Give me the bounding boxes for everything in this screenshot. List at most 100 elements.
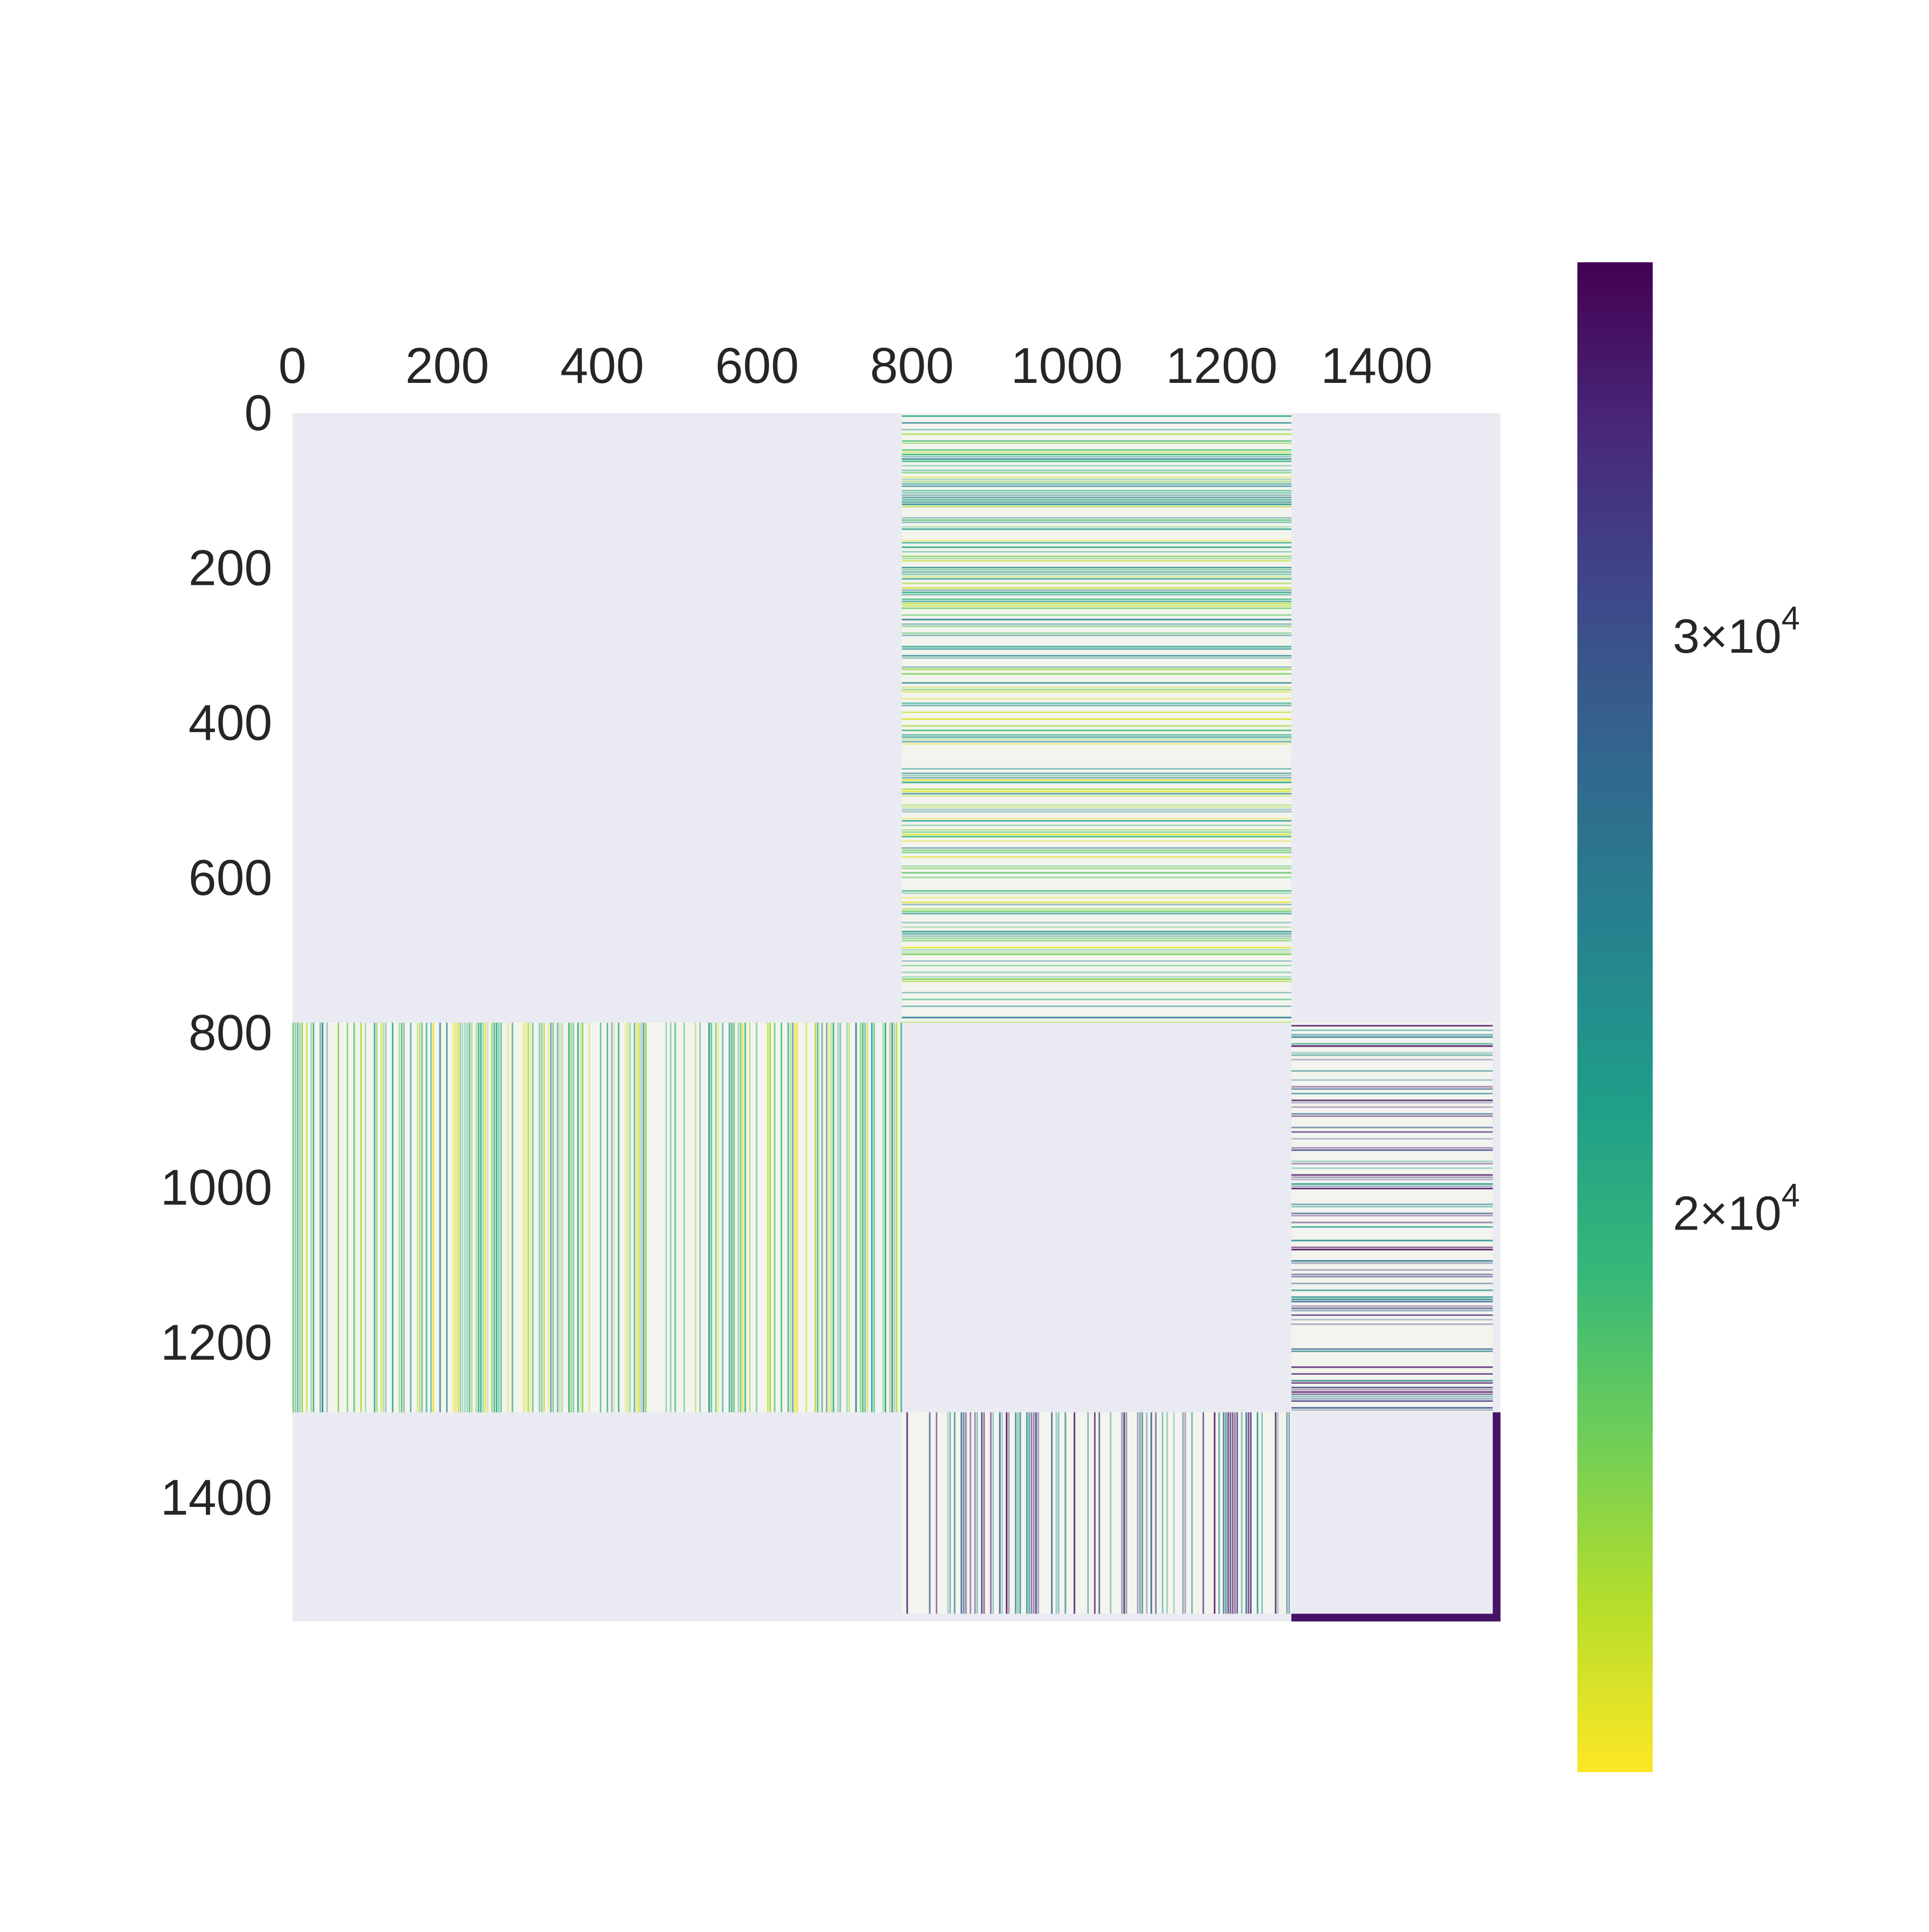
block-col-stripe: [527, 1023, 529, 1412]
block-col-stripe: [511, 1023, 513, 1412]
block-row-stripe: [902, 867, 1292, 869]
block-row-stripe: [1291, 1309, 1493, 1311]
block-col-stripe: [383, 1023, 385, 1412]
x-tick-label: 1200: [1166, 338, 1277, 394]
block-col-stripe: [294, 1023, 296, 1412]
block-row-stripe: [902, 619, 1292, 621]
y-tick-label: 800: [188, 1004, 272, 1061]
block-col-stripe: [949, 1412, 951, 1614]
block-col-stripe: [1227, 1412, 1229, 1614]
block-row-stripe: [902, 947, 1292, 949]
block-col-stripe: [756, 1023, 758, 1412]
heatmap-block-0: [902, 413, 1292, 1023]
block-row-stripe: [902, 576, 1292, 578]
block-row-stripe: [902, 522, 1292, 524]
heatmap-block-1: [292, 1023, 902, 1412]
block-col-stripe: [457, 1023, 459, 1412]
block-row-stripe: [1291, 1289, 1493, 1291]
block-col-stripe: [462, 1023, 464, 1412]
block-col-stripe: [380, 1023, 382, 1412]
block-col-stripe: [319, 1023, 322, 1412]
block-col-stripe: [715, 1023, 717, 1412]
block-row-stripe: [902, 551, 1292, 553]
block-row-stripe: [902, 831, 1292, 833]
block-row-stripe: [1291, 1131, 1493, 1133]
block-row-stripe: [1291, 1147, 1493, 1149]
block-col-stripe: [507, 1023, 509, 1412]
block-row-stripe: [1291, 1163, 1493, 1165]
block-col-stripe: [826, 1023, 828, 1412]
block-col-stripe: [1139, 1412, 1141, 1614]
block-row-stripe: [902, 949, 1292, 951]
block-row-stripe: [902, 442, 1292, 444]
block-row-stripe: [902, 698, 1292, 700]
x-tick-label: 600: [715, 338, 799, 394]
block-col-stripe: [1055, 1412, 1057, 1614]
block-row-stripe: [902, 718, 1292, 720]
block-row-stripe: [902, 965, 1292, 967]
block-col-stripe: [699, 1023, 701, 1412]
block-col-stripe: [539, 1023, 541, 1412]
block-col-stripe: [410, 1023, 412, 1412]
block-col-stripe: [1019, 1412, 1021, 1614]
block-col-stripe: [960, 1412, 962, 1614]
block-col-stripe: [1125, 1412, 1127, 1614]
block-col-stripe: [310, 1023, 312, 1412]
x-tick-label: 1000: [1011, 338, 1122, 394]
block-col-stripe: [814, 1023, 816, 1412]
block-row-stripe: [902, 704, 1292, 706]
block-col-stripe: [737, 1023, 739, 1412]
block-row-stripe: [902, 836, 1292, 838]
block-col-stripe: [1006, 1412, 1008, 1614]
block-col-stripe: [577, 1023, 579, 1412]
block-row-stripe: [902, 476, 1292, 478]
block-row-stripe: [902, 540, 1292, 542]
block-col-stripe: [837, 1023, 839, 1412]
block-col-stripe: [1218, 1412, 1220, 1614]
block-row-stripe: [902, 655, 1292, 657]
block-col-stripe: [455, 1023, 457, 1412]
block-col-stripe: [1150, 1412, 1152, 1614]
block-row-stripe: [902, 849, 1292, 851]
block-row-stripe: [1291, 1101, 1493, 1103]
block-col-stripe: [1247, 1412, 1249, 1614]
block-col-stripe: [1277, 1412, 1279, 1614]
block-col-stripe: [722, 1023, 724, 1412]
block-row-stripe: [902, 1016, 1292, 1019]
block-col-stripe: [471, 1023, 473, 1412]
block-col-stripe: [292, 1023, 294, 1412]
block-col-stripe: [588, 1023, 590, 1412]
block-col-stripe: [830, 1023, 832, 1412]
block-row-stripe: [1291, 1318, 1493, 1320]
block-row-stripe: [902, 908, 1292, 910]
block-col-stripe: [864, 1023, 866, 1412]
block-col-stripe: [421, 1023, 423, 1412]
block-col-stripe: [464, 1023, 466, 1412]
block-row-stripe: [1291, 1183, 1493, 1185]
block-col-stripe: [1110, 1412, 1112, 1614]
block-col-stripe: [1123, 1412, 1125, 1614]
block-col-stripe: [496, 1023, 498, 1412]
block-col-stripe: [1074, 1412, 1076, 1614]
block-row-stripe: [902, 768, 1292, 770]
block-col-stripe: [1173, 1412, 1175, 1614]
block-col-stripe: [478, 1023, 480, 1412]
block-col-stripe: [360, 1023, 362, 1412]
block-col-stripe: [1037, 1412, 1039, 1614]
block-base: [902, 413, 1292, 1023]
block-col-stripe: [867, 1023, 869, 1412]
block-col-stripe: [306, 1023, 308, 1412]
block-row-stripe: [902, 666, 1292, 668]
block-row-stripe: [902, 976, 1292, 978]
block-row-stripe: [1291, 1099, 1493, 1101]
block-col-stripe: [638, 1023, 640, 1412]
block-col-stripe: [425, 1023, 427, 1412]
block-col-stripe: [935, 1412, 937, 1614]
block-col-stripe: [640, 1023, 642, 1412]
block-col-stripe: [848, 1023, 850, 1412]
block-row-stripe: [1291, 1045, 1493, 1047]
block-row-stripe: [902, 1021, 1292, 1023]
block-row-stripe: [902, 903, 1292, 905]
block-col-stripe: [541, 1023, 543, 1412]
block-col-stripe: [525, 1023, 527, 1412]
